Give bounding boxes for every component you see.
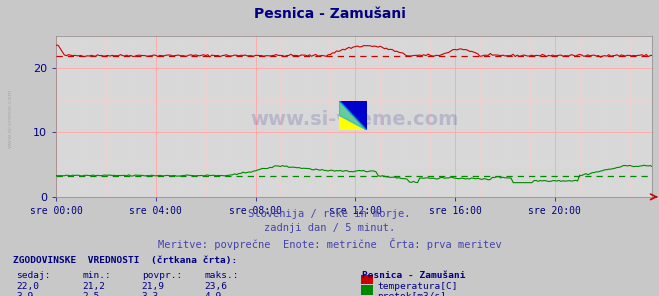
Text: 22,0: 22,0 (16, 282, 40, 291)
Text: zadnji dan / 5 minut.: zadnji dan / 5 minut. (264, 223, 395, 234)
Polygon shape (339, 101, 367, 130)
Text: Pesnica - Zamušani: Pesnica - Zamušani (254, 7, 405, 21)
Text: 3,3: 3,3 (142, 292, 159, 296)
Text: Slovenija / reke in morje.: Slovenija / reke in morje. (248, 209, 411, 219)
Text: 3,9: 3,9 (16, 292, 34, 296)
Text: 23,6: 23,6 (204, 282, 227, 291)
Text: sedaj:: sedaj: (16, 271, 51, 280)
Text: 2,5: 2,5 (82, 292, 100, 296)
Text: ZGODOVINSKE  VREDNOSTI  (črtkana črta):: ZGODOVINSKE VREDNOSTI (črtkana črta): (13, 256, 237, 265)
Text: www.si-vreme.com: www.si-vreme.com (8, 89, 13, 148)
Text: Pesnica - Zamušani: Pesnica - Zamušani (362, 271, 466, 280)
Text: 21,9: 21,9 (142, 282, 165, 291)
Text: 4,9: 4,9 (204, 292, 221, 296)
Text: maks.:: maks.: (204, 271, 239, 280)
Polygon shape (339, 101, 367, 130)
Text: Meritve: povprečne  Enote: metrične  Črta: prva meritev: Meritve: povprečne Enote: metrične Črta:… (158, 238, 501, 250)
Polygon shape (339, 101, 367, 130)
Text: temperatura[C]: temperatura[C] (378, 282, 458, 291)
Text: pretok[m3/s]: pretok[m3/s] (378, 292, 447, 296)
Text: www.si-vreme.com: www.si-vreme.com (250, 110, 459, 129)
Text: min.:: min.: (82, 271, 111, 280)
Text: 21,2: 21,2 (82, 282, 105, 291)
Text: povpr.:: povpr.: (142, 271, 182, 280)
